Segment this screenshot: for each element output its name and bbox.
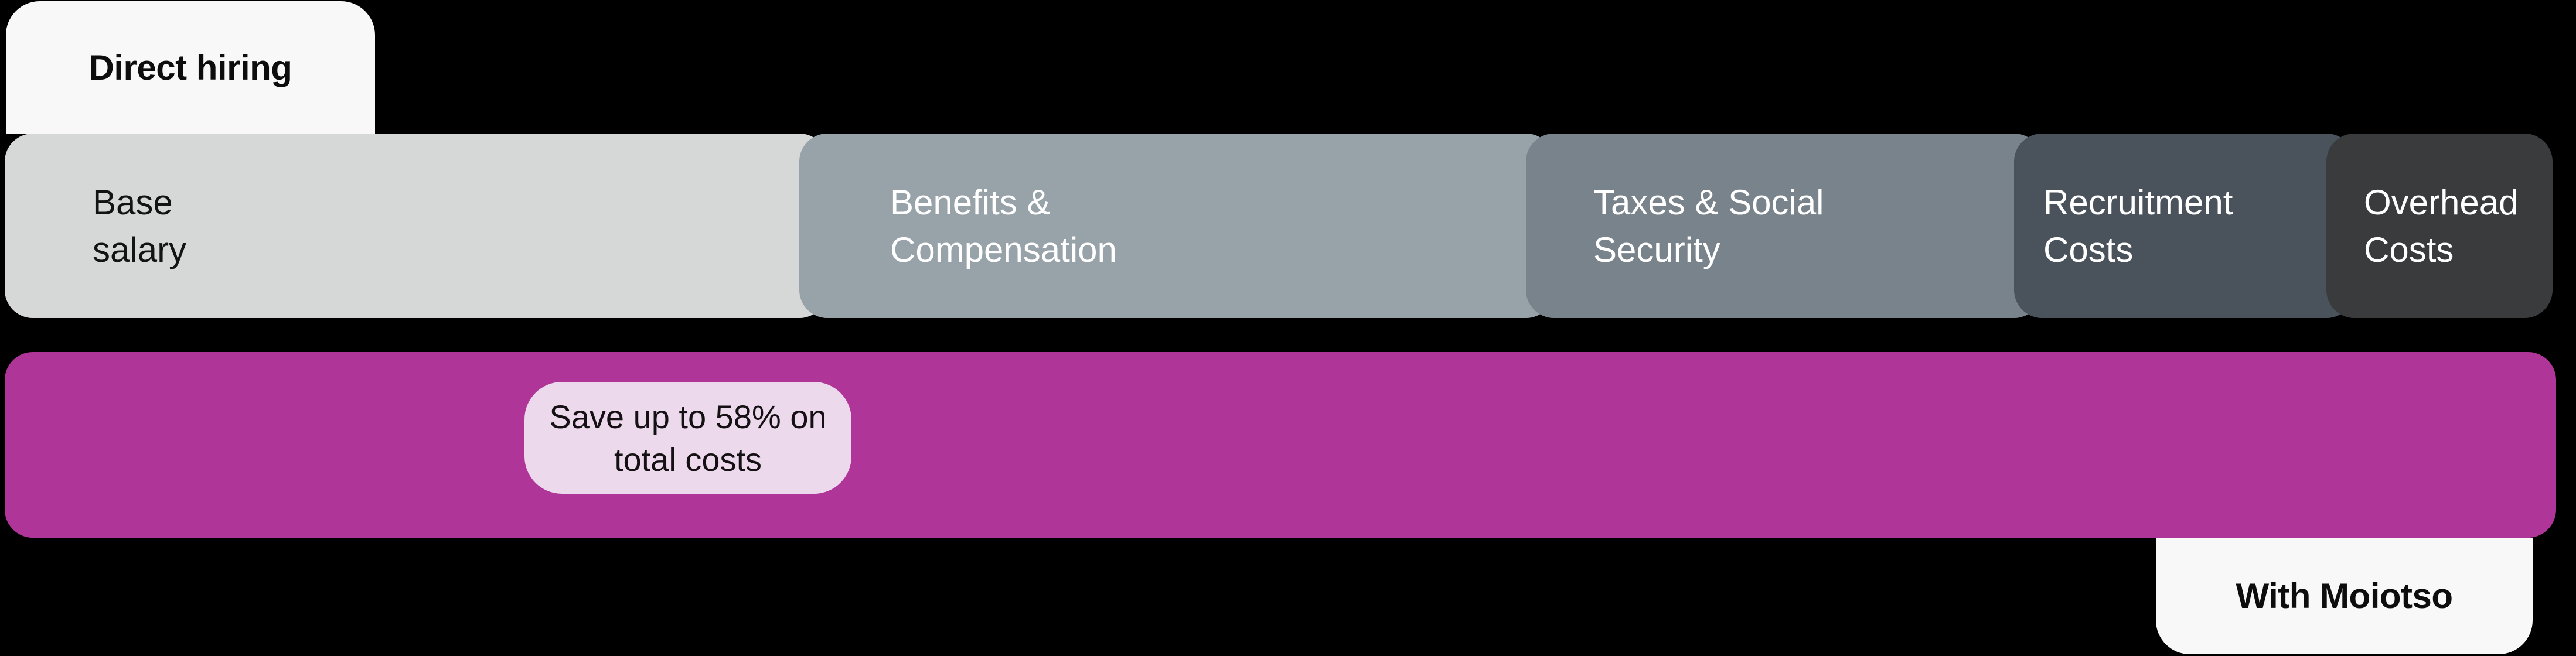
segment-label-line: salary — [93, 230, 187, 269]
savings-badge-line: Save up to 58% on — [549, 398, 827, 435]
segment-base-salary: Base salary — [5, 134, 827, 318]
segment-recruitment-costs: Recruitment Costs — [2014, 134, 2354, 318]
segment-label-line: Benefits & — [890, 182, 1051, 222]
direct-hiring-tab: Direct hiring — [6, 1, 375, 134]
segment-label-line: Base — [93, 182, 173, 222]
segment-label-line: Recruitment — [2043, 182, 2233, 222]
direct-hiring-cost-bar: Base salary Benefits & Compensation Taxe… — [5, 134, 2553, 318]
segment-label-line: Overhead — [2364, 182, 2519, 222]
segment-taxes-social-security: Taxes & Social Security — [1526, 134, 2042, 318]
segment-label-line: Taxes & Social — [1593, 182, 1824, 222]
segment-label-line: Costs — [2043, 230, 2134, 269]
segment-benefits-compensation: Benefits & Compensation — [799, 134, 1554, 318]
with-moiotso-tab: With Moiotso — [2156, 538, 2533, 654]
with-moiotso-tab-label: With Moiotso — [2236, 576, 2453, 616]
savings-badge-line: total costs — [614, 440, 762, 478]
segment-label-line: Compensation — [890, 230, 1117, 269]
segment-label-line: Security — [1593, 230, 1720, 269]
savings-badge: Save up to 58% on total costs — [524, 382, 851, 494]
with-moiotso-cost-bar: Save up to 58% on total costs — [5, 352, 2556, 538]
direct-hiring-tab-label: Direct hiring — [88, 47, 292, 87]
segment-overhead-costs: Overhead Costs — [2326, 134, 2553, 318]
segment-label-line: Costs — [2364, 230, 2454, 269]
